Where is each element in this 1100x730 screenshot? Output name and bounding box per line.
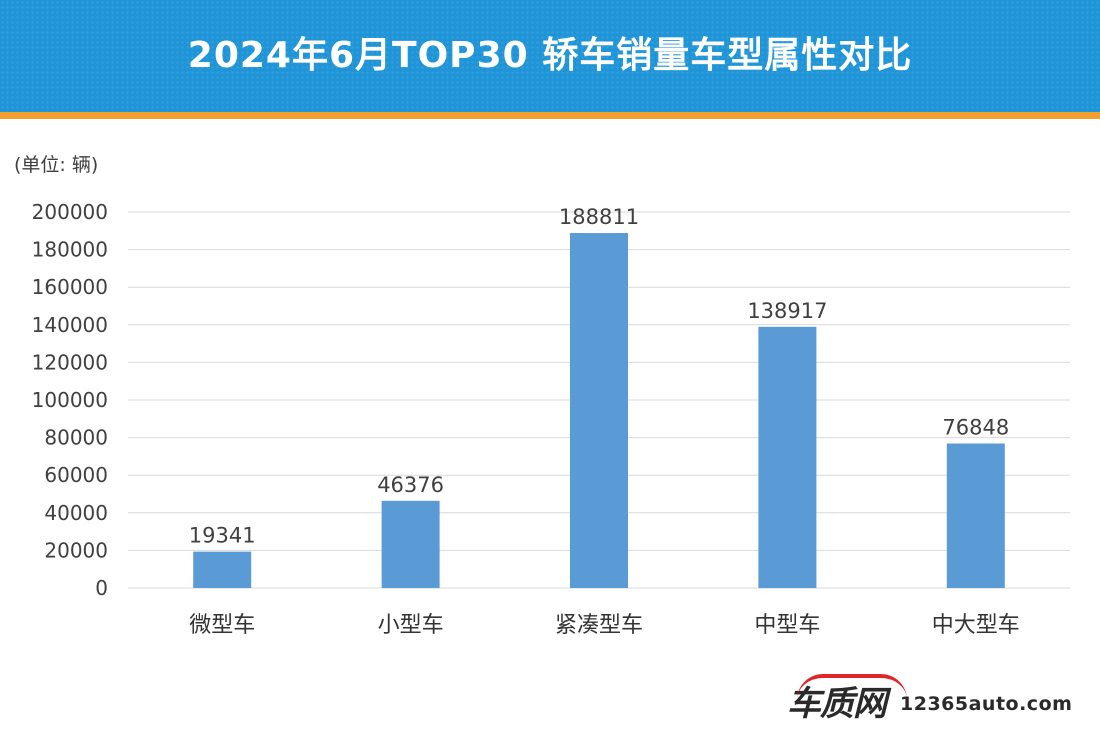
x-tick-label: 微型车 — [189, 613, 255, 638]
bar — [946, 443, 1005, 588]
data-label: 19341 — [189, 524, 256, 548]
data-label: 76848 — [942, 416, 1009, 440]
chart-title: 2024年6月TOP30 轿车销量车型属性对比 — [187, 35, 913, 76]
x-tick-label: 中型车 — [754, 613, 820, 638]
x-tick-label: 小型车 — [378, 613, 444, 638]
banner-stripe — [0, 112, 1100, 119]
y-tick-label: 180000 — [32, 238, 108, 262]
brand-logo: 车质网 — [787, 674, 907, 724]
logo-arc-icon — [797, 674, 907, 700]
y-tick-label: 0 — [95, 576, 108, 600]
x-tick-label: 紧凑型车 — [555, 613, 643, 638]
y-tick-label: 100000 — [32, 388, 108, 412]
y-tick-label: 200000 — [32, 200, 108, 224]
y-tick-label: 60000 — [44, 463, 108, 487]
y-tick-label: 120000 — [32, 350, 108, 374]
y-tick-label: 80000 — [44, 426, 108, 450]
footer-logo: 车质网 12365auto.com — [787, 674, 1073, 724]
bar — [570, 233, 628, 588]
data-label: 138917 — [747, 299, 827, 323]
y-tick-label: 20000 — [44, 538, 108, 562]
y-tick-label: 40000 — [44, 501, 108, 525]
data-label: 188811 — [559, 205, 639, 229]
x-tick-label: 中大型车 — [932, 613, 1020, 638]
site-url: 12365auto.com — [900, 693, 1073, 715]
y-tick-label: 140000 — [32, 313, 108, 337]
title-banner — [0, 0, 1100, 112]
y-tick-label: 160000 — [32, 275, 108, 299]
bar — [758, 326, 817, 588]
bar — [381, 500, 440, 588]
data-label: 46376 — [377, 473, 444, 497]
unit-label: (单位: 辆) — [14, 154, 99, 176]
bar — [193, 551, 252, 588]
